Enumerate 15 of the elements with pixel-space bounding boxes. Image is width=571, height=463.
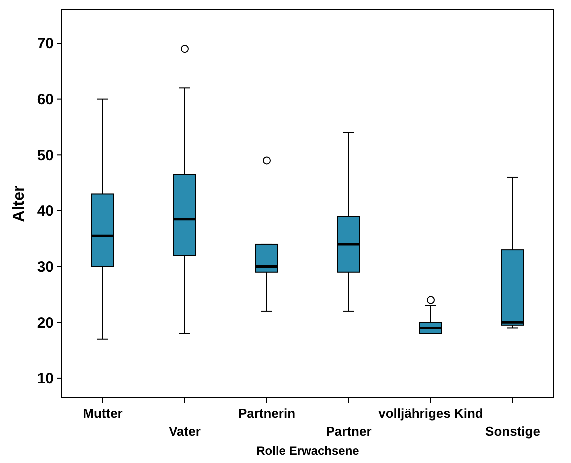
y-tick-label: 70 [37,36,54,53]
x-tick-label: Partnerin [238,406,296,421]
x-tick-label: Sonstige [486,424,540,439]
x-tick-label: Partner [326,424,372,439]
x-tick-label: Mutter [83,406,123,421]
x-tick-label: volljähriges Kind [378,406,484,421]
y-tick-label: 20 [37,314,54,332]
y-tick-label: 40 [37,203,54,220]
y-tick-label: 10 [37,370,54,388]
y-tick-label: 50 [37,147,54,164]
x-tick-label: Vater [169,424,201,439]
y-tick-label: 30 [37,259,54,276]
x-axis-title: Rolle Erwachsene [256,444,360,458]
y-tick-label: 60 [37,92,54,109]
y-axis-title: Alter [11,186,28,222]
